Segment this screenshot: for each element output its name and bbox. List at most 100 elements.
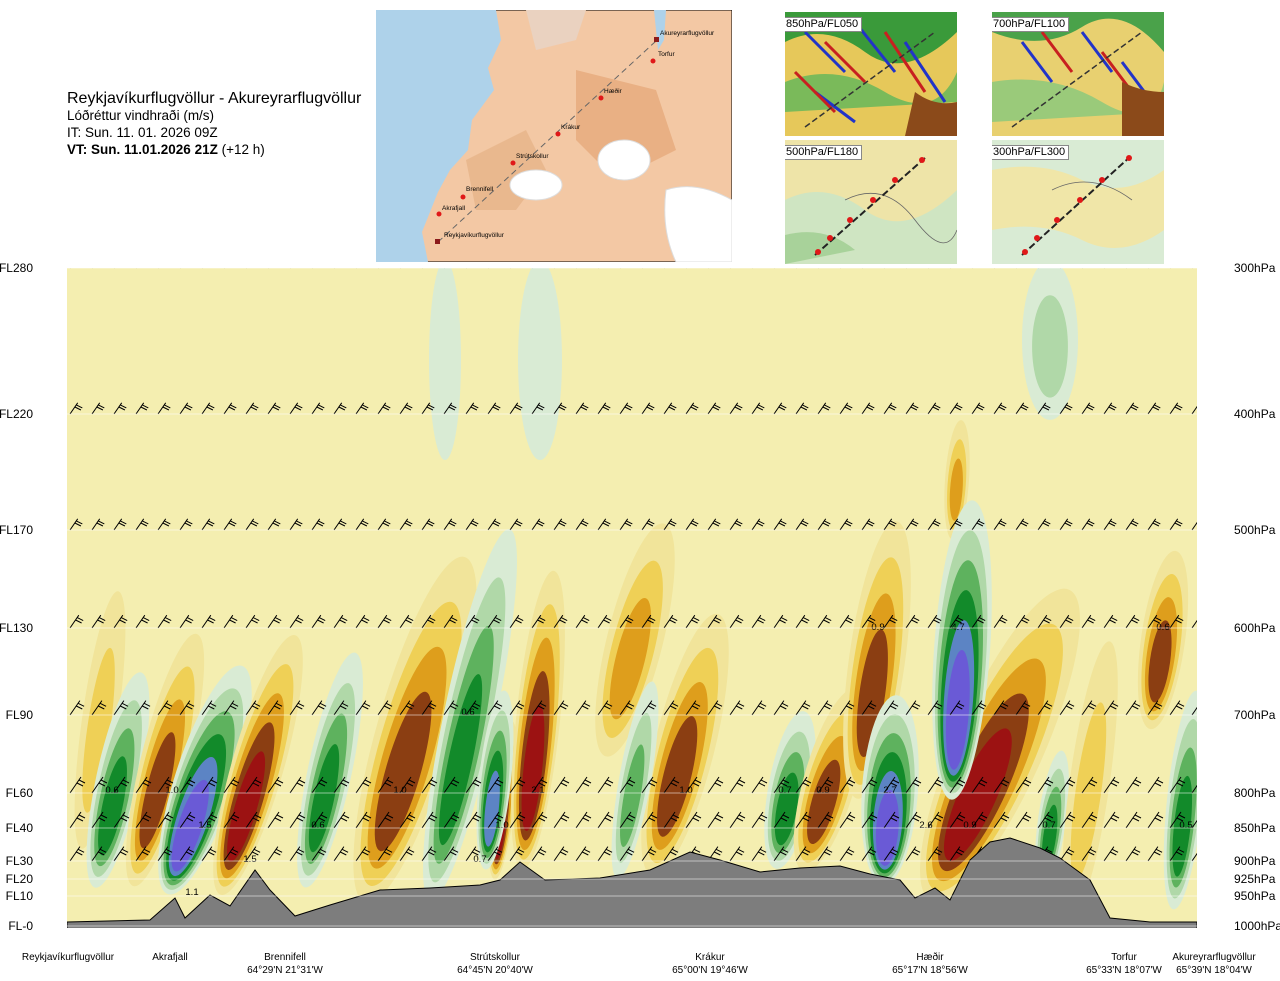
wind-barb bbox=[751, 776, 768, 794]
fl-label: FL280 bbox=[0, 261, 33, 275]
wind-barb bbox=[399, 700, 415, 716]
wind-barb bbox=[465, 776, 482, 794]
wind-barb bbox=[267, 700, 283, 716]
downdraft-contour bbox=[521, 704, 545, 831]
wind-barb bbox=[1191, 706, 1197, 716]
contour-value-label: 1.0 bbox=[495, 820, 508, 831]
contour-value-label: 1.5 bbox=[243, 854, 256, 865]
wind-barb bbox=[1103, 700, 1119, 716]
wind-barb bbox=[289, 846, 305, 862]
wind-barb bbox=[818, 268, 819, 269]
wind-barb bbox=[1191, 852, 1197, 862]
wind-barb bbox=[949, 811, 966, 829]
wind-barb bbox=[223, 811, 240, 829]
wind-barb bbox=[905, 518, 919, 531]
wind-barb bbox=[707, 402, 721, 415]
wind-barb bbox=[69, 776, 86, 794]
wind-barb bbox=[311, 811, 328, 829]
wind-barb bbox=[1059, 700, 1075, 716]
wind-barb bbox=[509, 700, 525, 716]
wind-barb bbox=[839, 518, 853, 531]
wind-barb bbox=[553, 846, 569, 862]
updraft-contour bbox=[1032, 295, 1068, 398]
wind-barb bbox=[377, 700, 393, 716]
wind-barb bbox=[619, 846, 635, 862]
waypoint-coord: 65°33'N 18°07'W bbox=[1086, 965, 1162, 976]
wind-barb bbox=[729, 776, 746, 794]
wind-barb bbox=[421, 518, 435, 531]
wind-barb bbox=[465, 811, 482, 829]
wind-barb bbox=[245, 700, 261, 716]
wind-barb bbox=[179, 776, 196, 794]
thumbnail-700hpa[interactable]: 700hPa/FL100 bbox=[992, 12, 1164, 136]
wind-barb bbox=[245, 846, 261, 862]
wind-barb bbox=[927, 846, 943, 862]
wind-barb bbox=[1125, 700, 1141, 716]
wind-barb bbox=[399, 811, 416, 829]
wind-barb bbox=[333, 614, 348, 629]
wind-barb bbox=[575, 402, 589, 415]
wind-barb bbox=[906, 268, 907, 269]
title-block: Reykjavíkurflugvöllur - Akureyrarflugvöl… bbox=[67, 90, 387, 158]
updraft-contour bbox=[308, 744, 340, 853]
wind-barb bbox=[223, 402, 237, 415]
fl-label: FL170 bbox=[0, 523, 33, 537]
wind-barb bbox=[971, 402, 985, 415]
wind-barb bbox=[642, 268, 643, 269]
wind-barb bbox=[1103, 846, 1119, 862]
wind-barb bbox=[113, 518, 127, 531]
wind-barb bbox=[883, 700, 899, 716]
wind-barb bbox=[509, 776, 526, 794]
wind-barb bbox=[135, 811, 152, 829]
wind-barb bbox=[707, 776, 724, 794]
wind-barb bbox=[619, 776, 636, 794]
wind-barb bbox=[1081, 811, 1098, 829]
thumbnail-500hpa[interactable]: 500hPa/FL180 bbox=[785, 140, 957, 264]
wind-barb bbox=[487, 700, 503, 716]
thumbnail-label: 700hPa/FL100 bbox=[992, 17, 1070, 32]
wind-barb bbox=[949, 776, 966, 794]
wind-barb bbox=[1059, 811, 1076, 829]
wind-barb bbox=[663, 614, 678, 629]
wind-barb bbox=[641, 518, 655, 531]
wind-barb bbox=[840, 268, 841, 269]
waypoint-coord: 65°00'N 19°46'W bbox=[672, 965, 748, 976]
updraft-contour bbox=[945, 649, 970, 770]
wind-barb bbox=[1191, 619, 1197, 629]
wind-barb bbox=[861, 846, 877, 862]
wind-barb bbox=[245, 402, 259, 415]
hpa-label: 300hPa bbox=[1234, 261, 1276, 275]
hpa-label: 950hPa bbox=[1234, 889, 1276, 903]
wind-barbs bbox=[69, 268, 1197, 862]
wind-barb bbox=[1103, 811, 1120, 829]
wind-barb bbox=[91, 811, 108, 829]
wind-barb bbox=[1169, 614, 1184, 629]
contour-value-label: 1.1 bbox=[185, 887, 198, 898]
wind-barb bbox=[531, 402, 545, 415]
wind-barb bbox=[707, 700, 723, 716]
valid-time: VT: Sun. 11.01.2026 21Z bbox=[67, 142, 218, 157]
wind-barb bbox=[1103, 518, 1117, 531]
wind-barb bbox=[597, 518, 611, 531]
wind-barb bbox=[510, 268, 511, 269]
wind-barb bbox=[201, 518, 215, 531]
wind-barb bbox=[488, 268, 489, 269]
wind-barb bbox=[619, 811, 636, 829]
thumbnail-label: 850hPa/FL050 bbox=[785, 17, 863, 32]
wind-barb bbox=[598, 268, 599, 269]
wind-barb bbox=[289, 700, 305, 716]
contour-value-label: 1.0 bbox=[165, 785, 178, 796]
thumbnail-850hpa[interactable]: 850hPa/FL050 bbox=[785, 12, 957, 136]
wind-barb bbox=[289, 518, 303, 531]
wind-barb bbox=[1147, 402, 1161, 415]
waypoint-name: Akrafjall bbox=[152, 952, 188, 963]
wind-barb bbox=[443, 402, 457, 415]
thumbnail-300hpa[interactable]: 300hPa/FL300 bbox=[992, 140, 1164, 264]
thumbnail-label: 300hPa/FL300 bbox=[992, 145, 1070, 160]
wind-barb bbox=[1015, 700, 1031, 716]
wind-barb bbox=[1037, 518, 1051, 531]
terrain bbox=[67, 837, 1197, 928]
contour-value-label: 0.6 bbox=[461, 707, 474, 718]
wind-barb bbox=[1059, 776, 1076, 794]
downdraft-contour bbox=[856, 629, 888, 758]
